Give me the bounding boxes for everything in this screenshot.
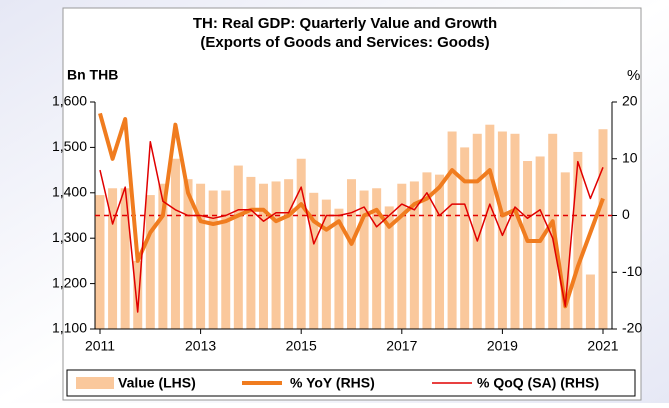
bar: [347, 179, 356, 329]
bar: [384, 206, 394, 329]
bar: [145, 195, 155, 329]
bar: [422, 172, 432, 329]
bar: [397, 183, 407, 329]
line-series: [99, 140, 604, 313]
bar: [334, 208, 344, 329]
bar: [372, 188, 382, 329]
y2-tick-label: -20: [622, 320, 642, 336]
x-tick-label: 2019: [487, 338, 518, 354]
y2-tick-label: 0: [622, 206, 630, 222]
x-tick-label: 2015: [286, 338, 317, 354]
bar: [196, 183, 206, 329]
bar: [95, 195, 105, 329]
bar: [296, 158, 306, 329]
bar: [560, 172, 570, 329]
bar: [246, 176, 256, 329]
y-tick-label: 1,400: [52, 184, 87, 200]
y-tick-label: 1,100: [52, 320, 87, 336]
bar: [435, 174, 445, 329]
x-tick-label: 2011: [85, 338, 115, 354]
bar: [183, 179, 193, 329]
chart-title: TH: Real GDP: Quarterly Value and Growth: [193, 15, 497, 32]
y-tick-label: 1,500: [52, 138, 87, 154]
x-tick-label: 2017: [386, 338, 417, 354]
bar: [585, 274, 595, 329]
y-tick-label: 1,600: [52, 93, 87, 109]
legend-label: Value (LHS): [118, 375, 196, 391]
y2-tick-label: 10: [622, 149, 638, 165]
bar: [598, 129, 608, 329]
bar: [233, 165, 243, 329]
bar: [271, 181, 281, 329]
bar: [133, 260, 143, 329]
bar: [510, 133, 520, 329]
legend: [66, 369, 636, 397]
y-tick-label: 1,200: [52, 274, 87, 290]
bar: [359, 190, 369, 329]
bar: [108, 188, 118, 329]
bar: [208, 190, 218, 329]
bar: [284, 179, 294, 329]
legend-label: % YoY (RHS): [290, 375, 375, 391]
legend-swatch: [76, 377, 114, 389]
y2-axis-label: %: [627, 67, 640, 84]
y-tick-label: 1,300: [52, 229, 87, 245]
bar: [170, 158, 180, 329]
y2-tick-label: 20: [622, 93, 638, 109]
bar: [472, 133, 482, 329]
bar: [321, 199, 331, 329]
bar: [120, 188, 130, 329]
legend-label: % QoQ (SA) (RHS): [477, 375, 599, 391]
bar: [573, 151, 583, 329]
bar: [447, 131, 457, 329]
bar: [497, 131, 507, 329]
line-series: [98, 112, 605, 309]
chart-subtitle: (Exports of Goods and Services: Goods): [200, 34, 489, 51]
bar: [158, 183, 168, 329]
y-axis-label: Bn THB: [67, 67, 118, 83]
plot-area: 1,100 1,200 1,300 1,400 1,500 1,600 -20 -10 0 10 2…: [52, 93, 642, 354]
bar: [485, 124, 495, 329]
bar: [221, 190, 231, 329]
y2-tick-label: -10: [622, 263, 642, 279]
bar: [258, 183, 268, 329]
bar: [409, 181, 419, 329]
x-tick-label: 2013: [185, 338, 216, 354]
x-tick-label: 2021: [587, 338, 618, 354]
bar: [523, 161, 533, 329]
bar: [460, 147, 470, 329]
bar: [309, 192, 319, 329]
